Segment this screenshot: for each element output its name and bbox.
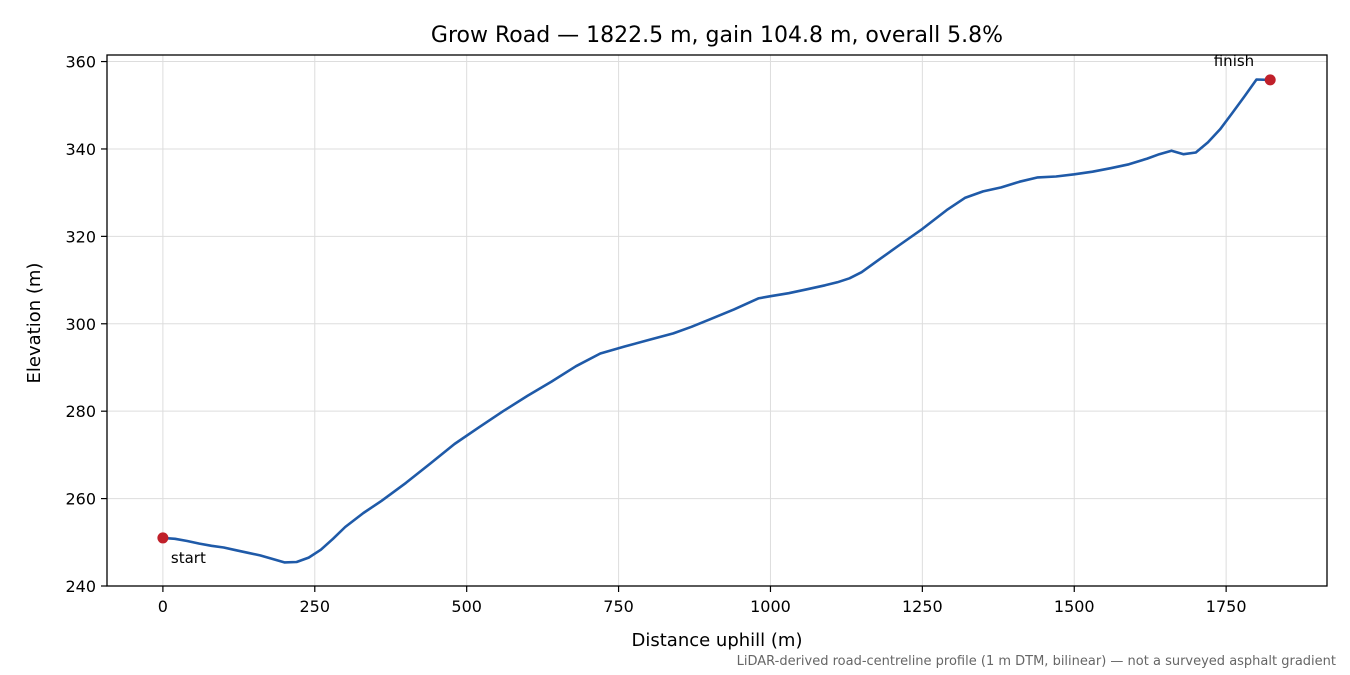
x-tick-label: 1750 — [1206, 597, 1247, 616]
y-tick-label: 280 — [65, 402, 96, 421]
x-axis-ticks: 0 250 500 750 1000 1250 1500 1750 — [158, 586, 1247, 616]
start-marker — [157, 532, 169, 544]
x-tick-label: 1000 — [750, 597, 791, 616]
finish-label: finish — [1214, 52, 1254, 70]
x-tick-label: 1250 — [902, 597, 943, 616]
x-tick-label: 750 — [603, 597, 634, 616]
y-axis-label: Elevation (m) — [24, 263, 45, 384]
chart-title: Grow Road — 1822.5 m, gain 104.8 m, over… — [431, 23, 1003, 48]
finish-marker — [1264, 74, 1276, 86]
x-tick-label: 500 — [451, 597, 482, 616]
y-tick-label: 300 — [65, 315, 96, 334]
footnote: LiDAR-derived road-centreline profile (1… — [737, 654, 1336, 669]
y-tick-label: 340 — [65, 140, 96, 159]
y-axis-ticks: 240 260 280 300 320 340 360 — [65, 53, 107, 596]
x-axis-label: Distance uphill (m) — [632, 630, 803, 651]
y-tick-label: 240 — [65, 577, 96, 596]
y-tick-label: 260 — [65, 490, 96, 509]
y-tick-label: 360 — [65, 53, 96, 72]
x-tick-label: 1500 — [1054, 597, 1095, 616]
x-tick-label: 250 — [300, 597, 331, 616]
x-tick-label: 0 — [158, 597, 168, 616]
elevation-profile-line — [161, 78, 1272, 564]
plot-frame — [106, 54, 1328, 587]
endpoint-markers: start finish — [157, 52, 1276, 567]
gridlines — [107, 55, 1327, 587]
y-tick-label: 320 — [65, 227, 96, 246]
start-label: start — [171, 549, 206, 567]
